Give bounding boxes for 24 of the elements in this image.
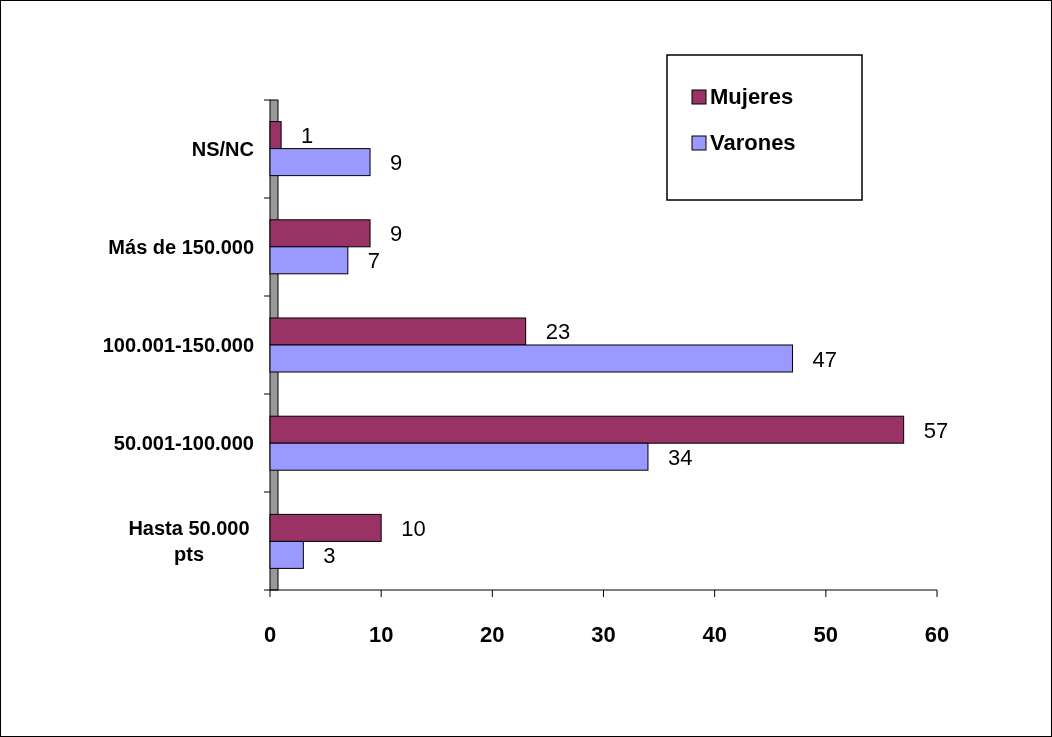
data-label: 10 — [401, 515, 426, 541]
data-label: 9 — [390, 221, 403, 247]
x-tick-label: 50 — [813, 622, 839, 647]
data-label: 47 — [812, 346, 837, 372]
data-label: 7 — [367, 248, 381, 274]
y-tick-label: 50.001-100.000 — [113, 432, 254, 455]
x-tick-label: 20 — [480, 622, 505, 647]
legend-label: Varones — [710, 130, 796, 155]
data-label: 23 — [545, 319, 571, 345]
y-tick-label: Hasta 50.000 pts — [128, 517, 250, 566]
y-tick-label: NS/NC — [191, 137, 254, 160]
y-tick-label: Más de 150.000 — [108, 235, 254, 258]
data-label: 9 — [390, 150, 403, 176]
legend-label: Mujeres — [710, 84, 794, 109]
data-label: 1 — [301, 123, 314, 149]
x-tick-label: 40 — [702, 622, 727, 647]
x-tick-label: 60 — [924, 622, 950, 647]
data-label: 57 — [923, 417, 949, 443]
y-tick-label: 100.001-150.000 — [102, 334, 254, 356]
x-tick-label: 10 — [368, 622, 394, 647]
x-tick-label: 0 — [263, 622, 277, 647]
x-tick-label: 30 — [591, 622, 616, 647]
data-label: 34 — [667, 444, 693, 470]
data-label: 3 — [323, 542, 336, 568]
